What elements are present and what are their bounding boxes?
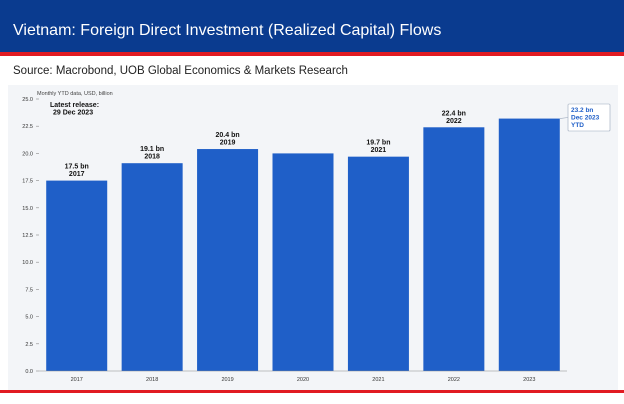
bar-data-label: 19.7 bn 2021 [366,140,390,155]
x-tick-label: 2023 [523,377,535,383]
bar-2020 [272,153,334,371]
y-tick-label: 15.0 [22,206,33,212]
y-tick-label: 5.0 [25,315,33,321]
y-tick-label: 10.0 [22,260,33,266]
bars-group [46,118,560,372]
y-tick-label: 25.0 [22,97,33,103]
bar-2019 [197,149,259,371]
y-tick-label: 22.5 [22,124,33,130]
chart-subtitle: Monthly YTD data, USD, billion [37,91,113,97]
axes-group: 0.0 2.5 5.0 7.5 10.0 12.5 15.0 17.5 20.0 22.5 25.0… [22,97,567,383]
footer-accent-line [0,390,624,393]
header-accent-line [0,52,624,56]
x-tick-label: 2019 [221,377,233,383]
x-tick-label: 2021 [372,377,384,383]
x-tick-label: 2018 [146,377,158,383]
bar-data-label: 20.4 bn 2019 [216,132,240,147]
labels-group: 17.5 bn 2017 19.1 bn 2018 20.4 bn 2019 19.7 bn… [50,102,611,179]
x-tick-label: 2022 [448,377,460,383]
y-tick-label: 7.5 [25,287,33,293]
page-title: Vietnam: Foreign Direct Investment (Real… [13,22,442,39]
bar-data-label: 22.4 bn 2022 [442,110,466,125]
bar-2022 [423,127,485,372]
bar-2021 [347,156,409,371]
bar-2018 [121,163,183,371]
latest-release-annotation: Latest release: 29 Dec 2023 [50,102,99,117]
value-callout-pointer [559,117,569,119]
bar-2023 [498,118,560,371]
y-tick-label: 2.5 [25,342,33,348]
source-note: Source: Macrobond, UOB Global Economics … [13,65,348,77]
bar-data-label: 19.1 bn 2018 [140,146,164,161]
y-tick-label: 20.0 [22,151,33,157]
value-callout-text: 23.2 bn Dec 2023 YTD [571,107,600,129]
x-tick-label: 2017 [71,377,83,383]
y-tick-label: 17.5 [22,179,33,185]
bar-data-label: 17.5 bn 2017 [65,164,89,179]
header-bar: Vietnam: Foreign Direct Investment (Real… [0,0,624,52]
y-tick-label: 0.0 [25,369,33,375]
y-tick-label: 12.5 [22,233,33,239]
bar-2017 [46,180,108,371]
x-tick-label: 2020 [297,377,309,383]
